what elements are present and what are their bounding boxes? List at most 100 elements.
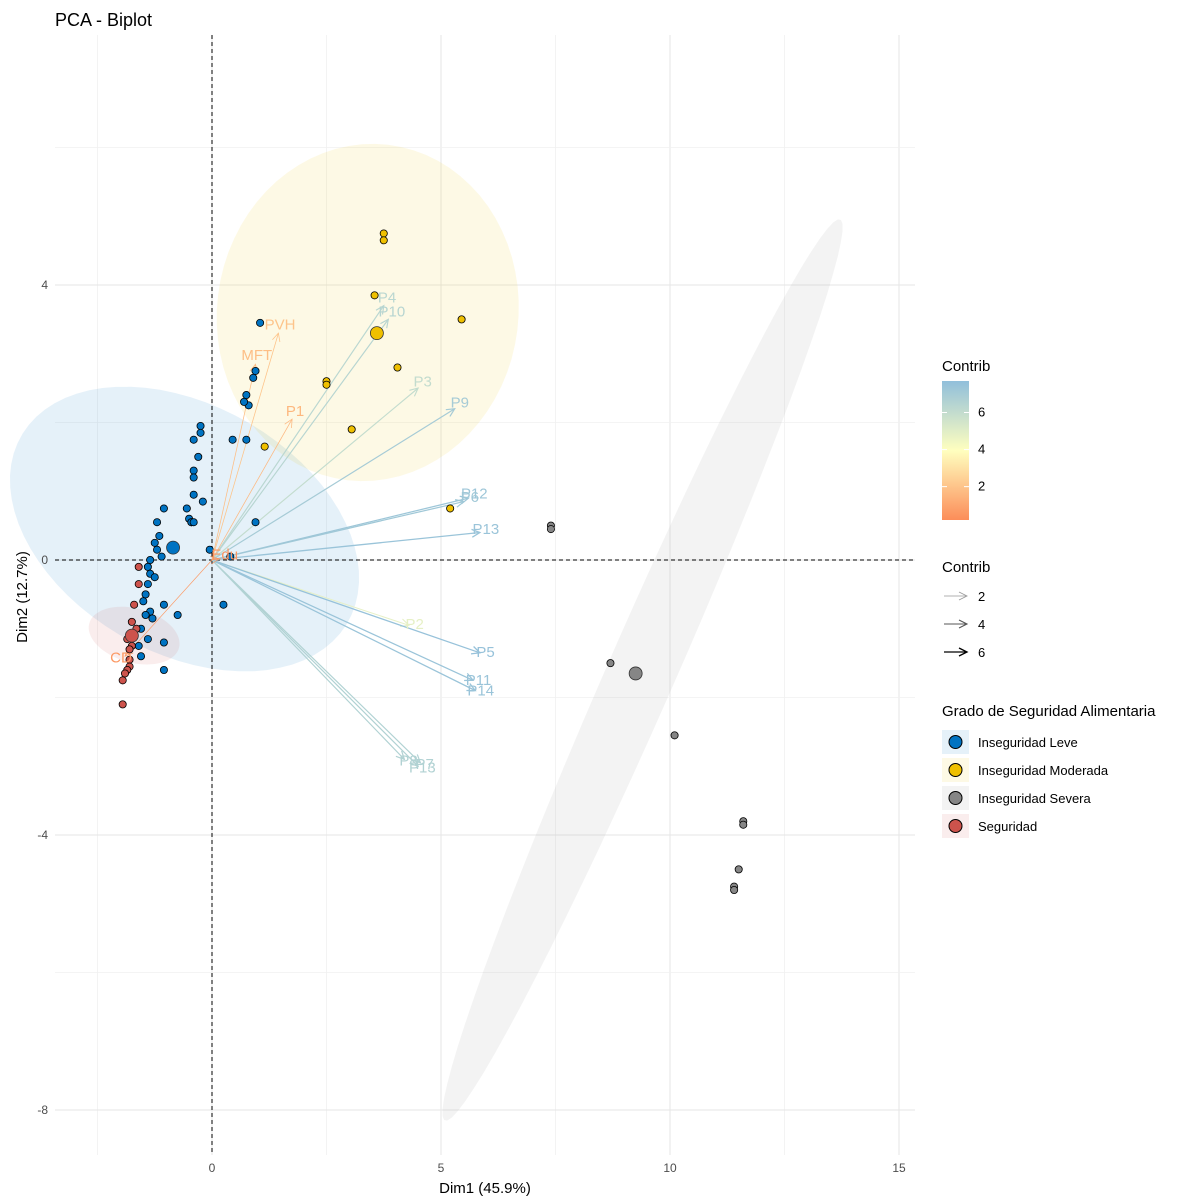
arrow-p6 <box>211 500 465 561</box>
point-seguridad <box>118 676 127 685</box>
point-inseguridad-leve <box>157 552 166 561</box>
ellipse-inseguridad-leve <box>10 386 359 672</box>
point-inseguridad-leve <box>137 652 146 661</box>
point-inseguridad-leve <box>189 466 198 475</box>
arrow-p7 <box>211 559 421 764</box>
point-inseguridad-leve <box>251 518 260 527</box>
arrowhead-p9 <box>445 408 456 417</box>
group-legend-marker <box>948 735 963 749</box>
x-tick-label: 15 <box>892 1161 906 1175</box>
arrow-p14 <box>211 559 476 692</box>
legend-contrib-size-items: 2 4 6 <box>944 589 985 660</box>
variable-label-pvh: PVH <box>265 316 296 333</box>
point-inseguridad-leve <box>196 428 205 437</box>
point-inseguridad-leve <box>146 556 155 565</box>
point-inseguridad-leve <box>242 435 251 444</box>
arrowhead-pvh <box>272 332 281 343</box>
arrow-p8 <box>211 559 405 760</box>
point-inseguridad-leve <box>150 573 159 582</box>
legend-colorbar-ticks: 2 4 6 <box>942 405 985 494</box>
point-inseguridad-leve <box>189 473 198 482</box>
legend-group-items: Inseguridad Leve Inseguridad Moderada Inse… <box>942 730 1109 838</box>
arrow-p13 <box>211 559 419 767</box>
point-inseguridad-leve <box>153 518 162 527</box>
point-inseguridad-leve <box>228 435 237 444</box>
y-axis-ticks: -8 -4 0 4 <box>37 278 48 1117</box>
arrow-p4 <box>211 305 385 561</box>
arrowhead-p1 <box>284 418 293 429</box>
point-inseguridad-leve <box>159 666 168 675</box>
x-tick-label: 0 <box>209 1161 216 1175</box>
size-legend-arrowhead <box>958 619 969 629</box>
point-seguridad <box>134 562 143 571</box>
size-legend-arrowhead <box>958 647 969 657</box>
variable-labels: P4P10P3P9P12P6P13P2P5P11P14P8P7P13PVHMFT… <box>110 290 499 777</box>
group-centroids <box>124 326 643 681</box>
y-tick-label: 4 <box>41 278 48 292</box>
arrow-p1 <box>211 418 293 561</box>
arrowhead-edu <box>210 556 220 565</box>
point-inseguridad-leve <box>189 518 198 527</box>
point-inseguridad-moderada <box>370 291 379 300</box>
point-inseguridad-leve <box>189 435 198 444</box>
point-inseguridad-leve <box>198 497 207 506</box>
variable-label-p2: P2 <box>405 616 423 633</box>
x-axis-label: Dim1 (45.9%) <box>439 1180 531 1197</box>
variable-label-p7: P7 <box>416 756 434 773</box>
point-inseguridad-leve <box>139 597 148 606</box>
point-inseguridad-leve <box>205 545 214 554</box>
arrowhead-p13 <box>409 757 420 768</box>
point-seguridad <box>118 700 127 709</box>
variable-label-p4: P4 <box>378 290 396 307</box>
x-axis-ticks: 0 5 10 15 <box>209 1161 906 1175</box>
point-inseguridad-leve <box>256 318 265 327</box>
arrow-pvh <box>211 333 279 561</box>
point-inseguridad-leve <box>240 397 249 406</box>
individual-points <box>118 229 748 895</box>
point-inseguridad-leve <box>153 545 162 554</box>
point-inseguridad-severa <box>546 525 555 534</box>
variable-label-edu: Edu <box>211 546 238 563</box>
chart-title: PCA - Biplot <box>55 10 152 30</box>
arrow-cd <box>124 559 213 657</box>
legend-groups-title: Grado de Seguridad Alimentaria <box>942 703 1156 720</box>
y-tick-label: -8 <box>37 1103 48 1117</box>
arrow-edu <box>211 558 219 561</box>
arrow-p11 <box>211 559 474 681</box>
point-inseguridad-leve <box>249 373 258 382</box>
size-legend-label: 6 <box>978 645 985 660</box>
point-inseguridad-leve <box>143 562 152 571</box>
point-inseguridad-moderada <box>347 425 356 434</box>
arrow-p5 <box>211 559 481 654</box>
point-inseguridad-severa <box>670 731 679 740</box>
size-legend-label: 4 <box>978 617 985 632</box>
legend: Contrib 2 4 6 Contrib 2 4 6 Grado de Segurid… <box>942 358 1156 838</box>
point-inseguridad-leve <box>159 638 168 647</box>
point-inseguridad-severa <box>739 820 748 829</box>
arrow-p3 <box>211 387 419 561</box>
arrowhead-p6 <box>454 498 466 508</box>
point-inseguridad-leve <box>242 390 251 399</box>
size-legend-label: 2 <box>978 589 985 604</box>
point-inseguridad-leve <box>141 590 150 599</box>
x-tick-label: 5 <box>438 1161 445 1175</box>
point-inseguridad-leve <box>196 421 205 430</box>
plot-area: P4P10P3P9P12P6P13P2P5P11P14P8P7P13PVHMFT… <box>10 35 915 1155</box>
arrowhead-p11 <box>464 672 475 682</box>
point-seguridad <box>130 600 139 609</box>
point-inseguridad-leve <box>189 490 198 499</box>
centroid-seguridad <box>124 628 139 643</box>
point-inseguridad-leve <box>194 452 203 461</box>
arrowhead-p14 <box>466 683 477 692</box>
group-legend-marker <box>948 819 963 833</box>
point-inseguridad-moderada <box>260 442 269 451</box>
point-inseguridad-moderada <box>379 236 388 245</box>
group-legend-marker <box>948 763 963 777</box>
arrowhead-p5 <box>470 646 482 655</box>
point-inseguridad-leve <box>134 641 143 650</box>
point-inseguridad-moderada <box>379 229 388 238</box>
size-legend-arrowhead <box>958 591 968 601</box>
arrowhead-p8 <box>395 750 406 761</box>
variable-label-p5: P5 <box>476 644 494 661</box>
group-legend-label: Inseguridad Leve <box>978 735 1078 750</box>
